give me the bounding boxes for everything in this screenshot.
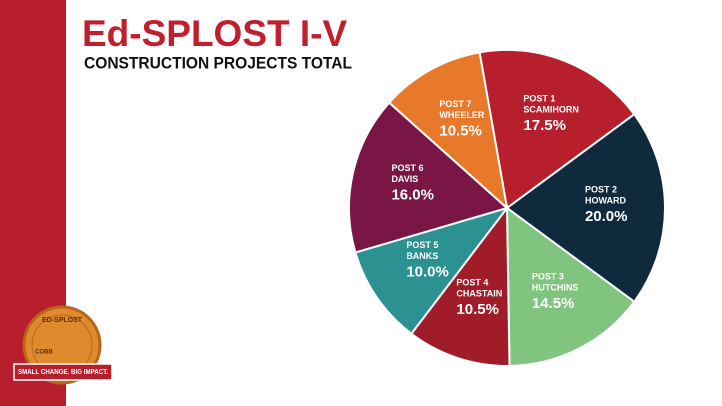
slice-value: 14.5% bbox=[532, 295, 575, 312]
slice-post: POST 2 bbox=[585, 184, 617, 194]
slice-name: WHEELER bbox=[439, 110, 485, 120]
slice-name: SCAMIHORN bbox=[523, 104, 579, 114]
slice-value: 16.0% bbox=[391, 186, 434, 203]
slice-name: BANKS bbox=[406, 251, 438, 261]
pie-slice bbox=[505, 112, 666, 304]
slice-value: 10.5% bbox=[456, 301, 499, 318]
logo-top: ED-SPLOST bbox=[42, 317, 83, 324]
slice-post: POST 3 bbox=[532, 271, 564, 281]
slice-post: POST 6 bbox=[391, 163, 423, 173]
slice-value: 10.0% bbox=[406, 264, 449, 281]
slice-post: POST 4 bbox=[456, 277, 488, 287]
slice-post: POST 1 bbox=[523, 93, 555, 103]
slice-name: HOWARD bbox=[585, 195, 626, 205]
slice-name: CHASTAIN bbox=[456, 288, 502, 298]
pie-slice bbox=[505, 205, 636, 367]
logo: ED-SPLOST COBB SMALL CHANGE. BIG IMPACT. bbox=[13, 305, 113, 385]
pie-slice bbox=[348, 101, 510, 254]
pie-slice bbox=[478, 49, 636, 210]
slice-value: 10.5% bbox=[439, 122, 482, 139]
pie-slice bbox=[409, 205, 511, 367]
slice-value: 17.5% bbox=[523, 117, 566, 134]
slice-name: HUTCHINS bbox=[532, 282, 579, 292]
chart-subtitle: CONSTRUCTION PROJECTS TOTAL bbox=[84, 53, 352, 72]
logo-banner bbox=[13, 363, 113, 381]
slice-value: 20.0% bbox=[585, 208, 628, 225]
chart-title: Ed-SPLOST I-V bbox=[82, 13, 348, 54]
logo-banner-text: SMALL CHANGE. BIG IMPACT. bbox=[18, 367, 108, 376]
logo-coin: COBB bbox=[35, 350, 53, 356]
slice-post: POST 5 bbox=[406, 240, 438, 250]
pie-slice bbox=[354, 206, 510, 336]
slice-post: POST 7 bbox=[439, 99, 471, 109]
pie-slice bbox=[387, 51, 509, 211]
slice-name: DAVIS bbox=[391, 174, 418, 184]
